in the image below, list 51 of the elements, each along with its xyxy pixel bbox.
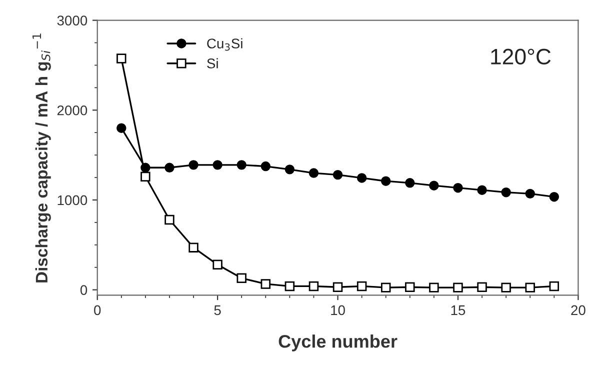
point bbox=[332, 170, 343, 180]
point bbox=[212, 160, 222, 170]
point bbox=[164, 214, 174, 225]
point bbox=[429, 180, 439, 190]
point bbox=[501, 187, 511, 198]
x-axis-title: Cycle number bbox=[278, 334, 398, 352]
point bbox=[308, 281, 319, 292]
point bbox=[477, 185, 487, 195]
point bbox=[405, 178, 415, 188]
point bbox=[356, 173, 367, 183]
point bbox=[284, 164, 295, 174]
point bbox=[164, 162, 174, 172]
point bbox=[549, 192, 560, 202]
point bbox=[212, 260, 222, 270]
annotation: 120°C bbox=[491, 48, 551, 64]
x-tick-label: 15 bbox=[451, 305, 466, 316]
y-tick-label: 2000 bbox=[57, 105, 88, 116]
x-tick-label: 20 bbox=[571, 305, 586, 316]
point bbox=[284, 281, 295, 292]
point bbox=[116, 54, 126, 64]
point bbox=[356, 281, 367, 292]
point bbox=[188, 242, 198, 252]
point bbox=[188, 160, 198, 170]
point bbox=[332, 282, 343, 292]
point bbox=[260, 161, 271, 172]
point bbox=[236, 273, 246, 283]
point bbox=[140, 172, 150, 182]
x-tick-label: 0 bbox=[94, 305, 101, 316]
x-tick-label: 5 bbox=[214, 305, 221, 316]
legend-label: Cu$_{3}$Si bbox=[207, 38, 242, 51]
legend-label: Si bbox=[207, 58, 218, 68]
point bbox=[381, 282, 391, 292]
point bbox=[116, 123, 126, 133]
point bbox=[429, 282, 439, 292]
point bbox=[236, 160, 246, 170]
y-tick-label: 0 bbox=[80, 285, 88, 295]
point bbox=[501, 282, 511, 292]
point bbox=[453, 282, 463, 292]
y-tick-label: 3000 bbox=[57, 16, 88, 26]
point bbox=[549, 281, 560, 292]
y-tick-label: 1000 bbox=[58, 195, 88, 206]
x-tick-label: 10 bbox=[331, 305, 345, 316]
point bbox=[525, 188, 535, 199]
point bbox=[453, 182, 463, 193]
point bbox=[308, 168, 319, 178]
point bbox=[525, 282, 535, 292]
point bbox=[381, 176, 391, 186]
point bbox=[260, 279, 271, 289]
point bbox=[405, 282, 415, 292]
y-axis-title: Discharge capacity / mA h g$_{Si}$$^{−1}$ bbox=[32, 34, 51, 282]
point bbox=[477, 282, 487, 292]
